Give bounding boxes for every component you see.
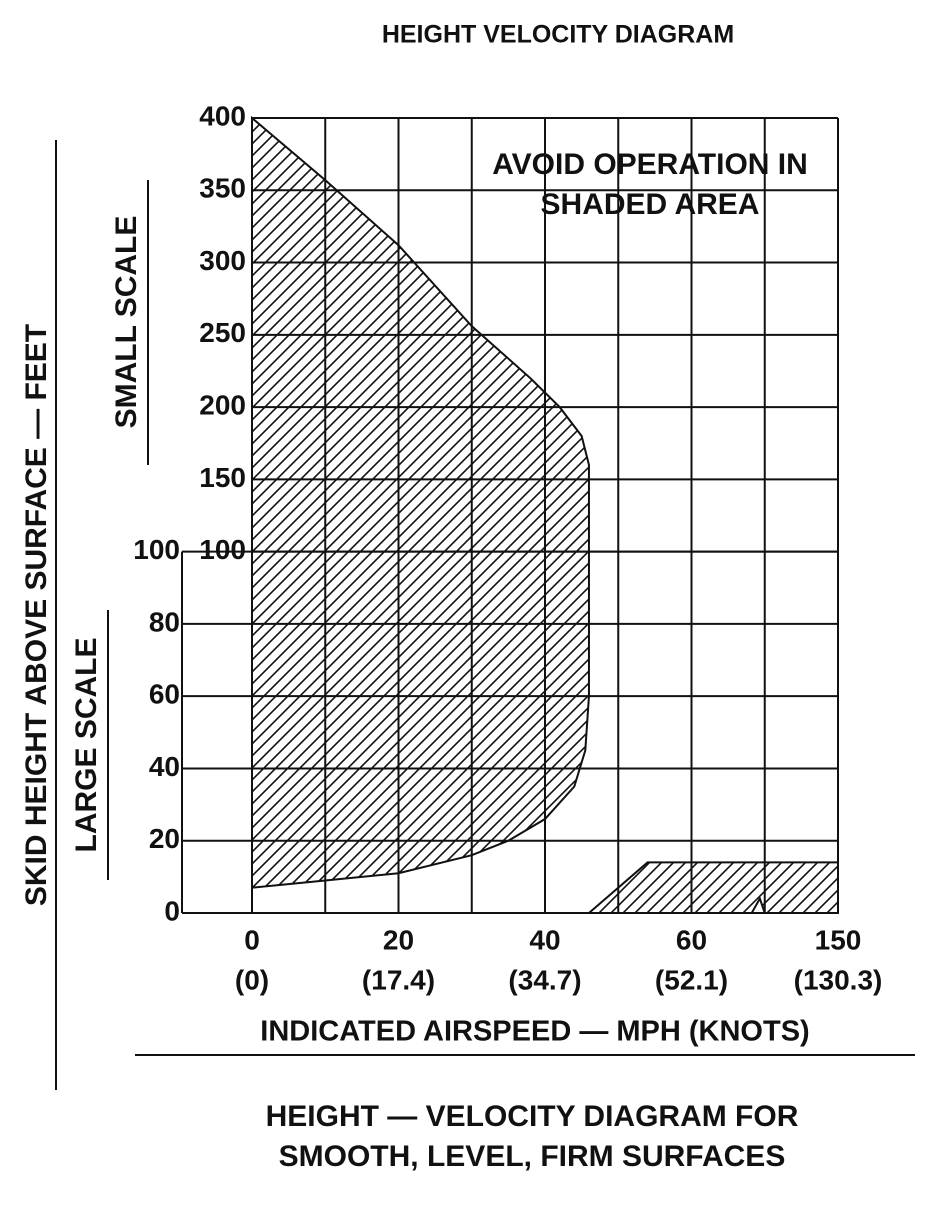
y-tick-label: 40 (149, 751, 180, 782)
y-tick-label: 100 (199, 534, 246, 565)
x-axis-label: INDICATED AIRSPEED — MPH (KNOTS) (260, 1016, 809, 1048)
shaded-area (586, 861, 839, 914)
y-tick-label: 250 (199, 317, 246, 348)
scale-label: LARGE SCALE (70, 637, 103, 852)
x-tick-sublabel: (17.4) (362, 964, 435, 995)
caption: SMOOTH, LEVEL, FIRM SURFACES (279, 1140, 786, 1173)
x-tick-label: 0 (244, 924, 260, 955)
x-tick-sublabel: (52.1) (655, 964, 728, 995)
y-tick-label: 80 (149, 606, 180, 637)
y-tick-label: 300 (199, 245, 246, 276)
chart-title: HEIGHT VELOCITY DIAGRAM (382, 21, 734, 49)
x-tick-sublabel: (130.3) (794, 964, 883, 995)
y-tick-label: 200 (199, 389, 246, 420)
y-tick-label: 100 (133, 534, 180, 565)
x-tick-label: 40 (529, 924, 560, 955)
scale-label: SMALL SCALE (110, 216, 143, 429)
y-tick-label: 0 (164, 895, 180, 926)
y-axis-label: SKID HEIGHT ABOVE SURFACE — FEET (20, 324, 53, 906)
caption: HEIGHT — VELOCITY DIAGRAM FOR (266, 1100, 799, 1133)
annotation: AVOID OPERATION IN (492, 148, 808, 181)
y-tick-label: 20 (149, 823, 180, 854)
y-tick-label: 150 (199, 462, 246, 493)
y-tick-label: 60 (149, 679, 180, 710)
x-tick-sublabel: (0) (235, 964, 269, 995)
annotation: SHADED AREA (541, 188, 760, 221)
x-tick-label: 60 (676, 924, 707, 955)
y-tick-label: 350 (199, 173, 246, 204)
x-tick-label: 20 (383, 924, 414, 955)
x-tick-sublabel: (34.7) (508, 964, 581, 995)
x-tick-label: 150 (815, 924, 862, 955)
y-tick-label: 400 (199, 100, 246, 131)
shaded-area (251, 115, 590, 889)
